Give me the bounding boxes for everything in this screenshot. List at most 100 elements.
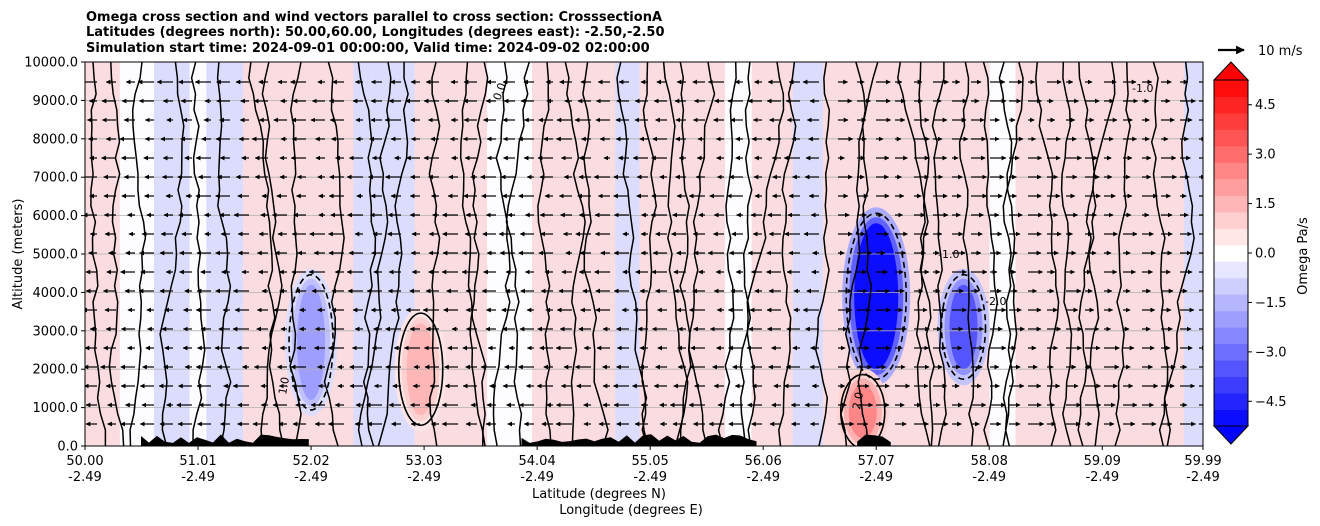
colorbar-segment (1214, 343, 1248, 361)
omega-contours (90, 62, 1195, 446)
x-tick-label-lat: 57.07 (858, 454, 895, 469)
zero-contour-line (1150, 62, 1169, 446)
x-tick-label-lon: -2.49 (859, 470, 893, 485)
x-tick-label-lon: -2.49 (520, 470, 554, 485)
y-axis-title: Altitude (meters) (11, 199, 26, 310)
title-line-3: Simulation start time: 2024-09-01 00:00:… (86, 41, 650, 56)
zero-contour-line (1114, 62, 1131, 446)
y-tick-label: 5000.0 (33, 248, 79, 263)
zero-contour-line (840, 62, 879, 446)
terrain (140, 434, 891, 446)
x-tick-label-lon: -2.49 (1186, 470, 1220, 485)
colorbar-tick-label: 4.5 (1255, 98, 1276, 113)
x-tick-label-lon: -2.49 (746, 470, 780, 485)
y-tick-label: 6000.0 (33, 209, 79, 224)
zero-contour-line (537, 62, 552, 446)
colorbar-segment (1214, 112, 1248, 130)
x-axis: 50.00-2.4951.01-2.4952.02-2.4953.03-2.49… (66, 446, 1222, 485)
zero-contour-line (739, 62, 753, 446)
y-tick-label: 8000.0 (33, 132, 79, 147)
zero-contour-line (1060, 62, 1073, 446)
zero-contour-line (746, 62, 785, 446)
zero-contour-line (679, 62, 708, 446)
x-tick-label-lat: 59.09 (1084, 454, 1121, 469)
chart-title: Omega cross section and wind vectors par… (86, 10, 665, 56)
omega-feature-contour (397, 312, 444, 427)
title-line-1: Omega cross section and wind vectors par… (86, 10, 662, 25)
colorbar-segment (1214, 409, 1248, 427)
x-tick-label-lon: -2.49 (972, 470, 1006, 485)
zero-contour-line (641, 62, 658, 446)
y-tick-label: 10000.0 (24, 56, 78, 71)
omega-feature-contour (845, 212, 908, 380)
zero-contour-line (357, 62, 392, 446)
x-tick-label-lat: 52.02 (292, 454, 329, 469)
zero-contour-line (1088, 62, 1116, 446)
quiver-key-label: 10 m/s (1258, 44, 1303, 59)
colorbar-segment (1214, 96, 1248, 114)
colorbar: 4.5 3.0 1.5 0.0 −1.5 −3.0 −4.5 (1212, 61, 1287, 445)
x-tick-label-lat: 56.06 (745, 454, 782, 469)
contour-label: 2.0 (850, 391, 866, 410)
zero-contour-line (662, 62, 689, 446)
terrain-ridge (521, 434, 757, 446)
x-axis-title-lon: Longitude (degrees E) (559, 503, 703, 518)
x-tick-label-lat: 51.01 (179, 454, 216, 469)
x-tick-label-lat: 54.04 (519, 454, 556, 469)
y-axis: 0.0 1000.0 2000.0 3000.0 4000.0 5000.0 6000.0 7… (24, 56, 85, 455)
colorbar-tick-label: 1.5 (1255, 197, 1276, 212)
zero-contour-line (289, 62, 302, 446)
colorbar-segment (1214, 211, 1248, 229)
colorbar-segment (1214, 162, 1248, 180)
colorbar-segment (1214, 376, 1248, 394)
y-tick-label: 3000.0 (33, 324, 79, 339)
colorbar-label: Omega Pa/s (1296, 217, 1311, 295)
zero-contour-line (323, 62, 345, 446)
colorbar-max-extend (1212, 61, 1250, 81)
zero-contour-line (159, 62, 185, 446)
x-tick-label-lon: -2.49 (181, 470, 215, 485)
zero-contour-line (469, 62, 489, 446)
y-tick-label: 7000.0 (33, 171, 79, 186)
y-tick-label: 2000.0 (33, 363, 79, 378)
zero-contour-line (717, 62, 737, 446)
omega-field (85, 62, 1203, 446)
quiver-key: 10 m/s (1218, 44, 1303, 59)
colorbar-segment (1214, 80, 1248, 97)
colorbar-segment (1214, 327, 1248, 345)
zero-contour-line (108, 62, 125, 446)
y-tick-label: 1000.0 (33, 401, 79, 416)
x-tick-label-lat: 55.05 (632, 454, 669, 469)
y-tick-label: 9000.0 (33, 94, 79, 109)
colorbar-tick-label: −1.5 (1255, 296, 1287, 311)
zero-contour-line (216, 62, 232, 446)
zero-contour-line (582, 62, 609, 446)
terrain-ridge (140, 434, 309, 446)
zero-contour-line (958, 62, 975, 446)
contour-label: -1.0 (1132, 82, 1153, 95)
contour-label: 0.0 (491, 81, 509, 102)
contour-label: 1.0 (276, 376, 292, 395)
zero-contour-line (377, 62, 409, 446)
x-axis-title-lat: Latitude (degrees N) (532, 487, 666, 502)
omega-feature-core (297, 284, 326, 400)
zero-contour-line (459, 62, 487, 446)
zero-contour-line (1035, 62, 1060, 446)
colorbar-segment (1214, 145, 1248, 163)
x-tick-label-lon: -2.49 (68, 470, 102, 485)
y-tick-label: 4000.0 (33, 286, 79, 301)
colorbar-segment (1214, 228, 1248, 246)
y-tick-label: 0.0 (57, 440, 78, 455)
title-line-2: Latitudes (degrees north): 50.00,60.00, … (86, 25, 665, 40)
omega-feature-contour (288, 273, 334, 411)
x-tick-label-lat: 59.99 (1184, 454, 1221, 469)
colorbar-tick-label: 0.0 (1255, 247, 1276, 262)
x-tick-label-lon: -2.49 (407, 470, 441, 485)
x-tick-label-lon: -2.49 (1085, 470, 1119, 485)
colorbar-tick-label: 3.0 (1255, 148, 1276, 163)
colorbar-segment (1214, 310, 1248, 328)
zero-contour-line (815, 62, 831, 446)
zero-contour-line (428, 62, 441, 446)
colorbar-tick-label: −3.0 (1255, 345, 1287, 360)
zero-contour-line (931, 62, 947, 446)
